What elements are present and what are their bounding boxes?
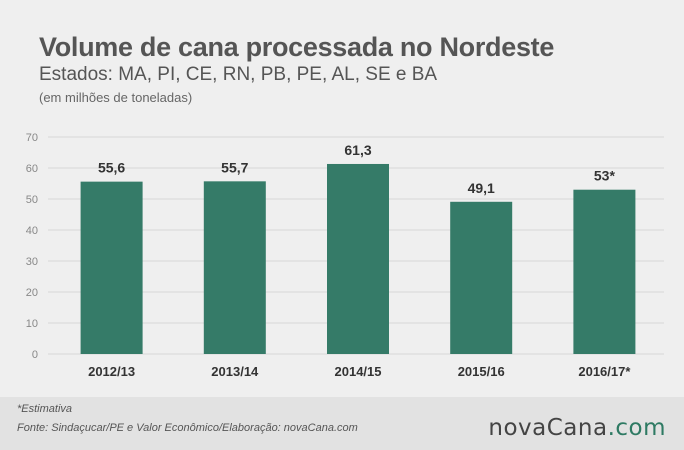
- bar: [327, 163, 389, 354]
- brand-main: novaCana: [488, 415, 608, 441]
- bar-chart: 0 10 20 30 40 50 60 70 55,6 55,7 61,3 49,1 53* 2012…: [26, 132, 664, 379]
- estimate-note: *Estimativa: [17, 403, 73, 415]
- bars: [80, 163, 636, 354]
- chart-title: Volume de cana processada no Nordeste: [39, 32, 555, 62]
- y-axis-ticks: 0 10 20 30 40 50 60 70: [26, 132, 38, 361]
- y-tick-label: 40: [26, 225, 38, 237]
- x-tick-label: 2016/17*: [578, 364, 631, 379]
- y-tick-label: 70: [26, 132, 38, 144]
- y-tick-label: 30: [26, 256, 38, 268]
- unit-note: (em milhões de toneladas): [39, 90, 193, 105]
- chart-subtitle: Estados: MA, PI, CE, RN, PB, PE, AL, SE …: [39, 64, 438, 85]
- x-axis-ticks: 2012/13 2013/14 2014/15 2015/16 2016/17*: [88, 364, 631, 379]
- value-labels: 55,6 55,7 61,3 49,1 53*: [98, 142, 615, 196]
- bar: [450, 201, 513, 354]
- data-label: 55,6: [98, 160, 125, 176]
- x-tick-label: 2014/15: [335, 364, 382, 379]
- data-label: 61,3: [344, 142, 371, 158]
- y-tick-label: 20: [26, 287, 38, 299]
- x-tick-label: 2015/16: [458, 364, 505, 379]
- y-tick-label: 50: [26, 194, 38, 206]
- x-tick-label: 2012/13: [88, 364, 135, 379]
- bar: [80, 181, 143, 354]
- y-tick-label: 10: [26, 318, 38, 330]
- brand-suffix: .com: [607, 415, 666, 441]
- source-note: Fonte: Sindaçucar/PE e Valor Econômico/E…: [17, 422, 358, 434]
- y-tick-label: 0: [32, 349, 38, 361]
- data-label: 49,1: [468, 180, 495, 196]
- footer: *Estimativa Fonte: Sindaçucar/PE e Valor…: [0, 397, 684, 450]
- bar: [573, 189, 636, 354]
- data-label: 53*: [594, 168, 616, 184]
- y-tick-label: 60: [26, 163, 38, 175]
- brand-logo: novaCana.com: [488, 415, 666, 441]
- x-tick-label: 2013/14: [211, 364, 259, 379]
- data-label: 55,7: [221, 159, 248, 175]
- chart-header: Volume de cana processada no Nordeste Es…: [39, 32, 659, 106]
- bar: [203, 181, 266, 354]
